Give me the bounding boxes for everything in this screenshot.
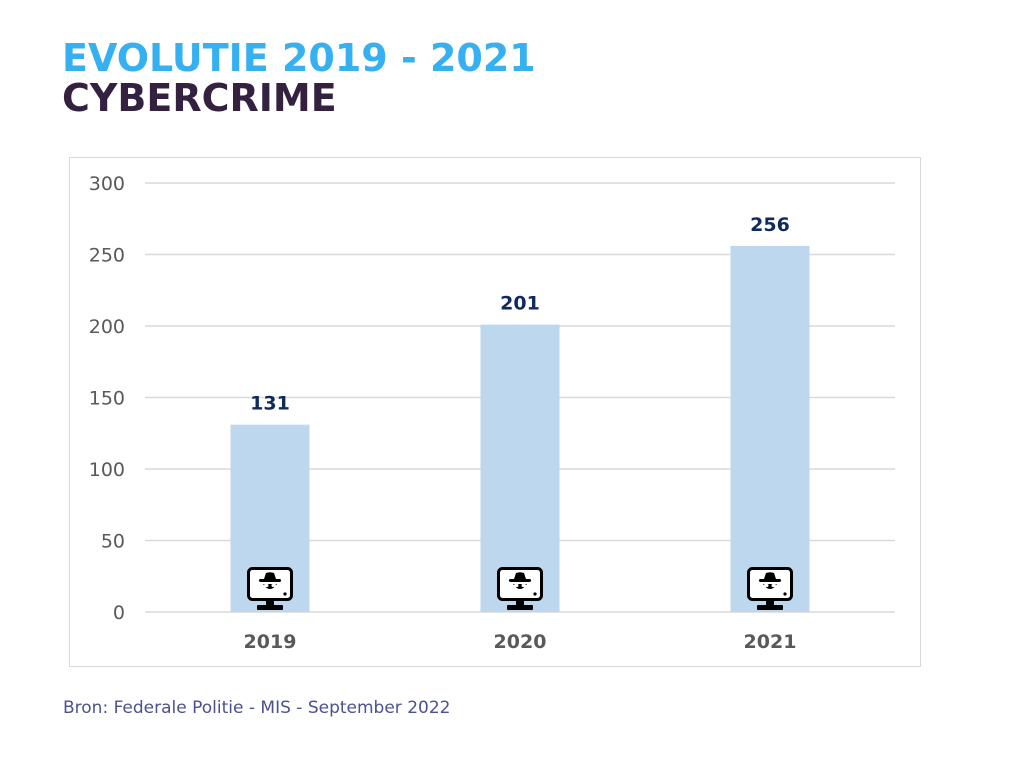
data-labels: 131 201 256 bbox=[250, 214, 790, 415]
chart-frame bbox=[69, 157, 921, 667]
y-tick-label: 200 bbox=[89, 316, 125, 338]
y-tick-label: 0 bbox=[113, 602, 125, 624]
y-tick-label: 250 bbox=[89, 245, 125, 267]
y-axis-tick-labels: 0 50 100 150 200 250 300 bbox=[89, 173, 125, 624]
title-line-1: EVOLUTIE 2019 - 2021 bbox=[62, 36, 536, 80]
bar-icons bbox=[247, 567, 793, 610]
y-tick-label: 150 bbox=[89, 388, 125, 410]
data-label: 256 bbox=[750, 214, 790, 236]
bar-2021 bbox=[730, 245, 810, 613]
bars bbox=[230, 245, 810, 613]
hacker-monitor-icon bbox=[747, 567, 793, 610]
x-tick-label: 2021 bbox=[744, 631, 797, 653]
y-tick-label: 100 bbox=[89, 459, 125, 481]
x-axis-tick-labels: 2019 2020 2021 bbox=[244, 631, 797, 653]
x-tick-label: 2020 bbox=[494, 631, 547, 653]
y-tick-label: 300 bbox=[89, 173, 125, 195]
x-tick-label: 2019 bbox=[244, 631, 297, 653]
source-note: Bron: Federale Politie - MIS - September… bbox=[63, 698, 451, 718]
data-label: 201 bbox=[500, 293, 540, 315]
bar-2020 bbox=[480, 324, 560, 612]
title-line-2: CYBERCRIME bbox=[62, 76, 337, 120]
hacker-monitor-icon bbox=[247, 567, 293, 610]
data-label: 131 bbox=[250, 393, 290, 415]
y-tick-label: 50 bbox=[101, 531, 125, 553]
hacker-monitor-icon bbox=[497, 567, 543, 610]
